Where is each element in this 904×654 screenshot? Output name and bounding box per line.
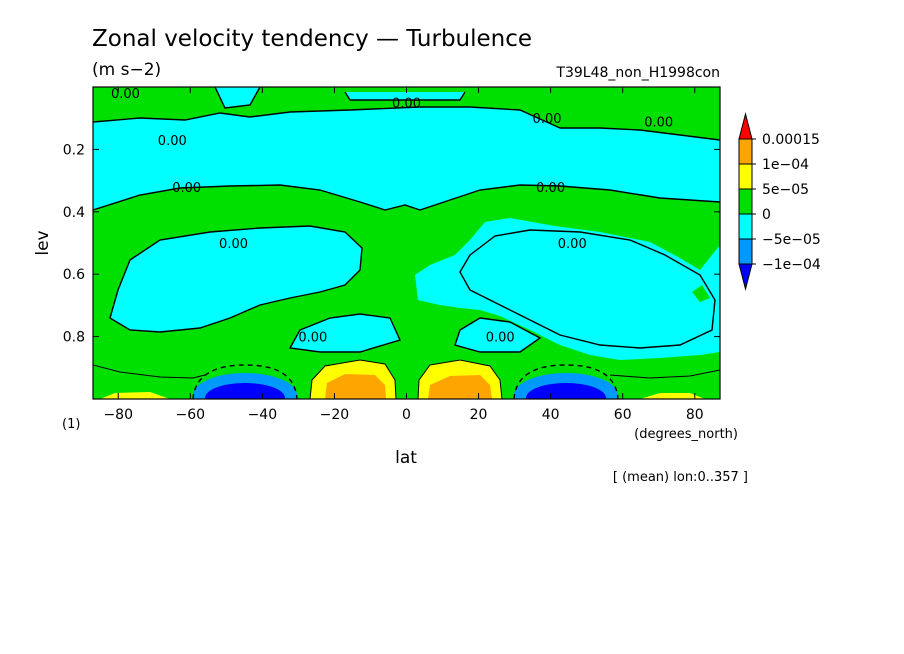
x-tick-label: −20 (320, 407, 350, 423)
x-tick-label: −40 (248, 407, 278, 423)
colorbar-label: 1e−04 (762, 157, 809, 173)
contour-line-center-left (288, 313, 401, 353)
contour-line-pos-nh (417, 359, 503, 399)
fill-gap-right (460, 230, 715, 348)
fill-patch-top-left (215, 87, 260, 108)
x-units: (degrees_north) (634, 427, 738, 442)
x-tick-label: 60 (614, 407, 632, 423)
fill-patch-right (692, 285, 710, 302)
colorbar-segment (738, 138, 753, 165)
x-tick-label: 0 (402, 407, 411, 423)
contour-label: 0.00 (536, 181, 565, 196)
contour-line-gap-left (109, 225, 363, 333)
colorbar-segment (738, 213, 753, 240)
contour-line-top-center (344, 91, 466, 101)
colorbar-label: 0.00015 (762, 132, 820, 148)
fill-gap-left (110, 226, 362, 332)
contour-label: 0.00 (392, 97, 421, 112)
y-tick-label: 0.2 (63, 142, 85, 158)
y-tick-label: 0.6 (63, 267, 85, 283)
contour-line-neg-nh (513, 364, 619, 399)
contour-label: 0.00 (111, 87, 140, 102)
colorbar-segment (738, 238, 753, 265)
fill-neg-nh-core (526, 383, 606, 399)
colorbar-label: −1e−04 (762, 257, 821, 273)
contour-line-neg-sh (192, 364, 298, 399)
contour-label: 0.00 (298, 331, 327, 346)
contour-line-top (93, 106, 720, 141)
y-axis: 0.2 0.4 0.6 0.8 (63, 142, 720, 346)
fill-neg-sh-core (205, 383, 285, 399)
colorbar-bottom-arrow (738, 263, 753, 291)
contour-label: 0.00 (172, 181, 201, 196)
fill-patch-top-center (345, 92, 465, 100)
contour-line-mid-upper (93, 184, 720, 211)
colorbar-segment (738, 163, 753, 190)
contour-line-gap-right (459, 229, 716, 349)
colorbar-label: 5e−05 (762, 182, 809, 198)
x-tick-label: 20 (470, 407, 488, 423)
contour-line-low-right (609, 369, 720, 379)
contour-label: 0.00 (533, 112, 562, 127)
fill-pos-nh-core (428, 375, 492, 399)
fill-pos-sh-core (325, 374, 386, 399)
contour-label: 0.00 (158, 134, 187, 149)
contour-line-pos-sh (309, 359, 397, 399)
colorbar-label: 0 (762, 207, 771, 223)
colorbar: 0.00015 1e−04 5e−05 0 −5e−05 −1e−04 (738, 112, 821, 291)
fill-pos-sp (100, 392, 170, 399)
colorbar-segment (738, 188, 753, 215)
y-axis-label: lev (33, 230, 53, 255)
colorbar-label: −5e−05 (762, 232, 821, 248)
contour-label: 0.00 (558, 237, 587, 252)
contour-line-top-patch (214, 87, 261, 109)
contour-fill (93, 87, 720, 399)
fill-pos-np (640, 393, 705, 399)
chart-title: Zonal velocity tendency — Turbulence (92, 26, 532, 52)
x-tick-label: 40 (542, 407, 560, 423)
y-tick-label: 0.8 (63, 330, 85, 346)
x-tick-label: 80 (686, 407, 704, 423)
fill-gap-center-right (455, 318, 540, 352)
contour-label: 0.00 (644, 115, 673, 130)
run-name: T39L48_non_H1998con (555, 65, 720, 81)
x-tick-label: −60 (176, 407, 206, 423)
contour-labels: 0.00 0.00 0.00 0.00 0.00 0.00 0.00 0.00 0.00 0.00… (111, 87, 673, 346)
contour-label: 0.00 (219, 237, 248, 252)
y-tick-label: 0.4 (63, 205, 85, 221)
footnote: [ (mean) lon:0..357 ] (613, 470, 748, 485)
x-axis-label: lat (395, 448, 417, 468)
colorbar-top-arrow (738, 112, 753, 140)
y-units: (1) (62, 417, 80, 432)
x-axis: −80 −60 −40 −20 0 20 40 60 80 (103, 87, 704, 423)
x-tick-label: −80 (103, 407, 133, 423)
contour-line-low-left (93, 364, 206, 379)
contour-label: 0.00 (486, 331, 515, 346)
chart-units: (m s−2) (92, 60, 161, 80)
contour-lines (93, 87, 720, 399)
contour-line-center-right (454, 317, 542, 353)
